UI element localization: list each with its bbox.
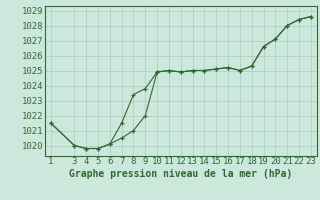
- X-axis label: Graphe pression niveau de la mer (hPa): Graphe pression niveau de la mer (hPa): [69, 169, 292, 179]
